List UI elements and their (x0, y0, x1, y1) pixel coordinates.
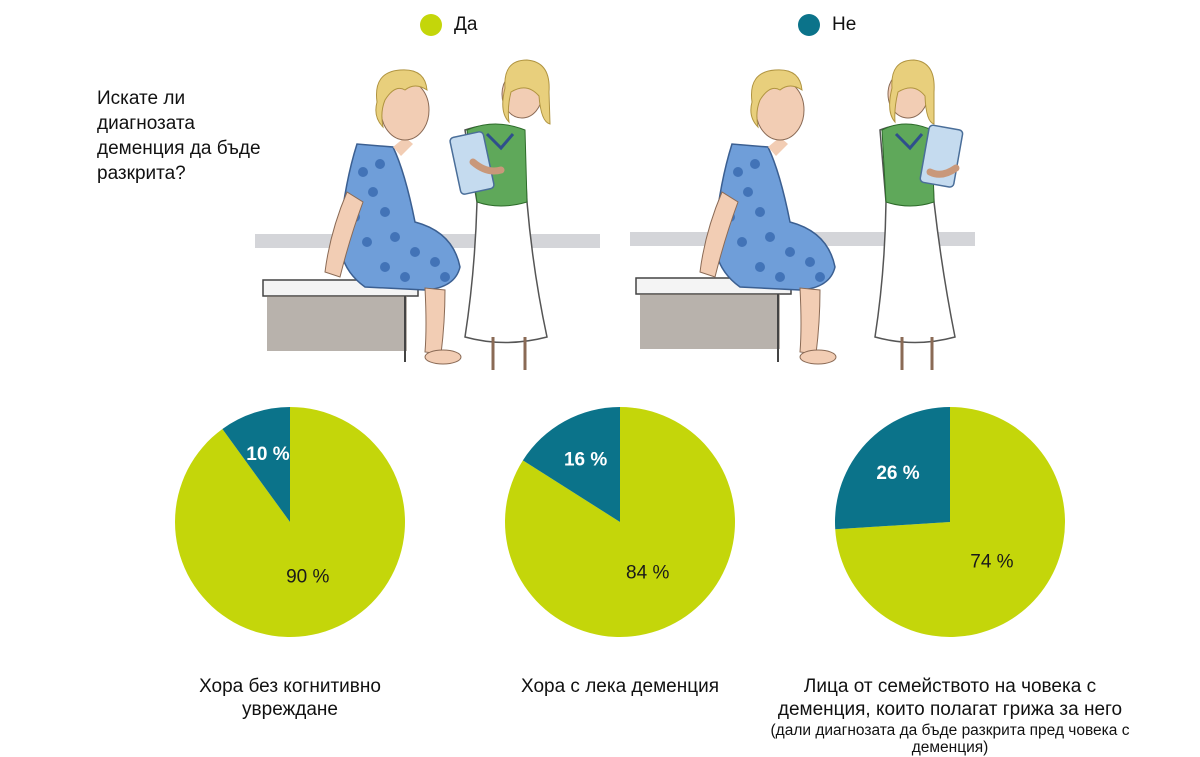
legend-label-yes: Да (454, 14, 478, 35)
caption-family-caregivers-sub: (дали диагнозата да бъде разкрита пред ч… (770, 721, 1130, 757)
pie-chart-no-cognitive-impairment: 10 % 90 % (174, 407, 405, 637)
pie-label-no: 10 % (246, 444, 289, 465)
pie-slice-no (222, 407, 290, 522)
legend-swatch-yes (420, 14, 442, 36)
patient-nurse-illustration-left (255, 59, 600, 370)
pie-label-yes: 74 % (970, 551, 1013, 572)
pie-chart-family-caregivers: 26 % 74 % (835, 407, 1065, 637)
pie-label-yes: 84 % (626, 562, 669, 583)
caption-mild-dementia: Хора с лека деменция (520, 676, 719, 697)
legend-swatch-no (798, 14, 820, 36)
caption-family-caregivers: Лица от семейството на човека с деменция… (760, 676, 1140, 757)
pie-label-no: 26 % (876, 463, 919, 484)
pie-label-no: 16 % (564, 450, 607, 471)
legend-item-no: Не (798, 14, 856, 36)
legend-item-yes: Да (420, 14, 477, 36)
caption-family-caregivers-main: Лица от семейството на човека с деменция… (777, 676, 1123, 720)
legend-label-no: Не (832, 14, 857, 35)
pie-slice-yes (174, 407, 405, 637)
pie-slice-yes (835, 407, 1065, 637)
caption-no-cognitive-impairment: Хора без когнитивно увреждане (199, 676, 381, 720)
pie-chart-mild-dementia: 16 % 84 % (505, 407, 735, 637)
patient-nurse-illustration-right (630, 59, 975, 370)
question-text: Искате ли диагнозата деменция да бъде ра… (97, 88, 261, 185)
pie-label-yes: 90 % (286, 567, 329, 588)
pie-slice-no (835, 407, 950, 530)
pie-slice-no (522, 407, 620, 522)
